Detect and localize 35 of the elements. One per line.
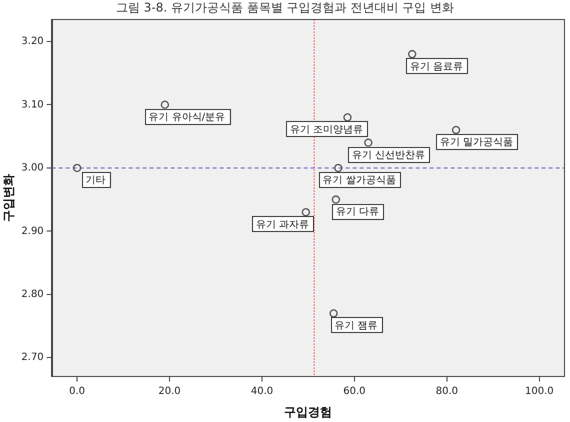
y-tick-label: 3.00 [21,162,44,174]
y-tick-label: 2.80 [21,289,44,300]
y-axis-title: 구입변화 [1,174,16,222]
y-tick-label: 2.70 [21,352,44,364]
annotation: 기타 [86,175,106,186]
point [329,309,338,318]
point [408,50,416,58]
y-tick-label: 3.10 [21,99,44,110]
y-tick-label: 3.20 [21,36,44,48]
x-tick-label: 100.0 [524,386,554,398]
x-tick-label: 20.0 [158,386,181,398]
point [160,100,170,109]
x-tick-label: 0.0 [69,386,86,398]
point [452,126,460,134]
annotation: 유기 밀가공식품 [440,137,513,148]
point [343,113,352,122]
annotation: 유기 신선반찬류 [352,150,426,161]
x-tick-label: 80.0 [436,386,458,398]
y-tick-label: 2.90 [21,226,44,237]
annotation: 유기 음료류 [410,61,464,72]
chart-title: 그림 3-8. 유기가공식품 품목별 구입경험과 전년대비 구입 변화 [116,0,454,14]
annotation: 유기 조미양념류 [290,124,363,136]
point [72,164,82,172]
annotation: 유기 쌀가공식품 [322,175,396,186]
point [332,195,340,204]
point [302,208,310,216]
annotation: 유기 잼류 [334,320,378,332]
annotation: 유기 유아식/분유 [148,112,226,123]
x-tick-label: 40.0 [250,386,274,398]
point [334,164,342,172]
annotation: 유기 과자류 [256,219,310,230]
x-tick-label: 60.0 [343,386,366,398]
x-axis-title: 구입경험 [284,404,332,419]
annotation: 유기 다류 [336,206,380,218]
point [364,138,372,147]
